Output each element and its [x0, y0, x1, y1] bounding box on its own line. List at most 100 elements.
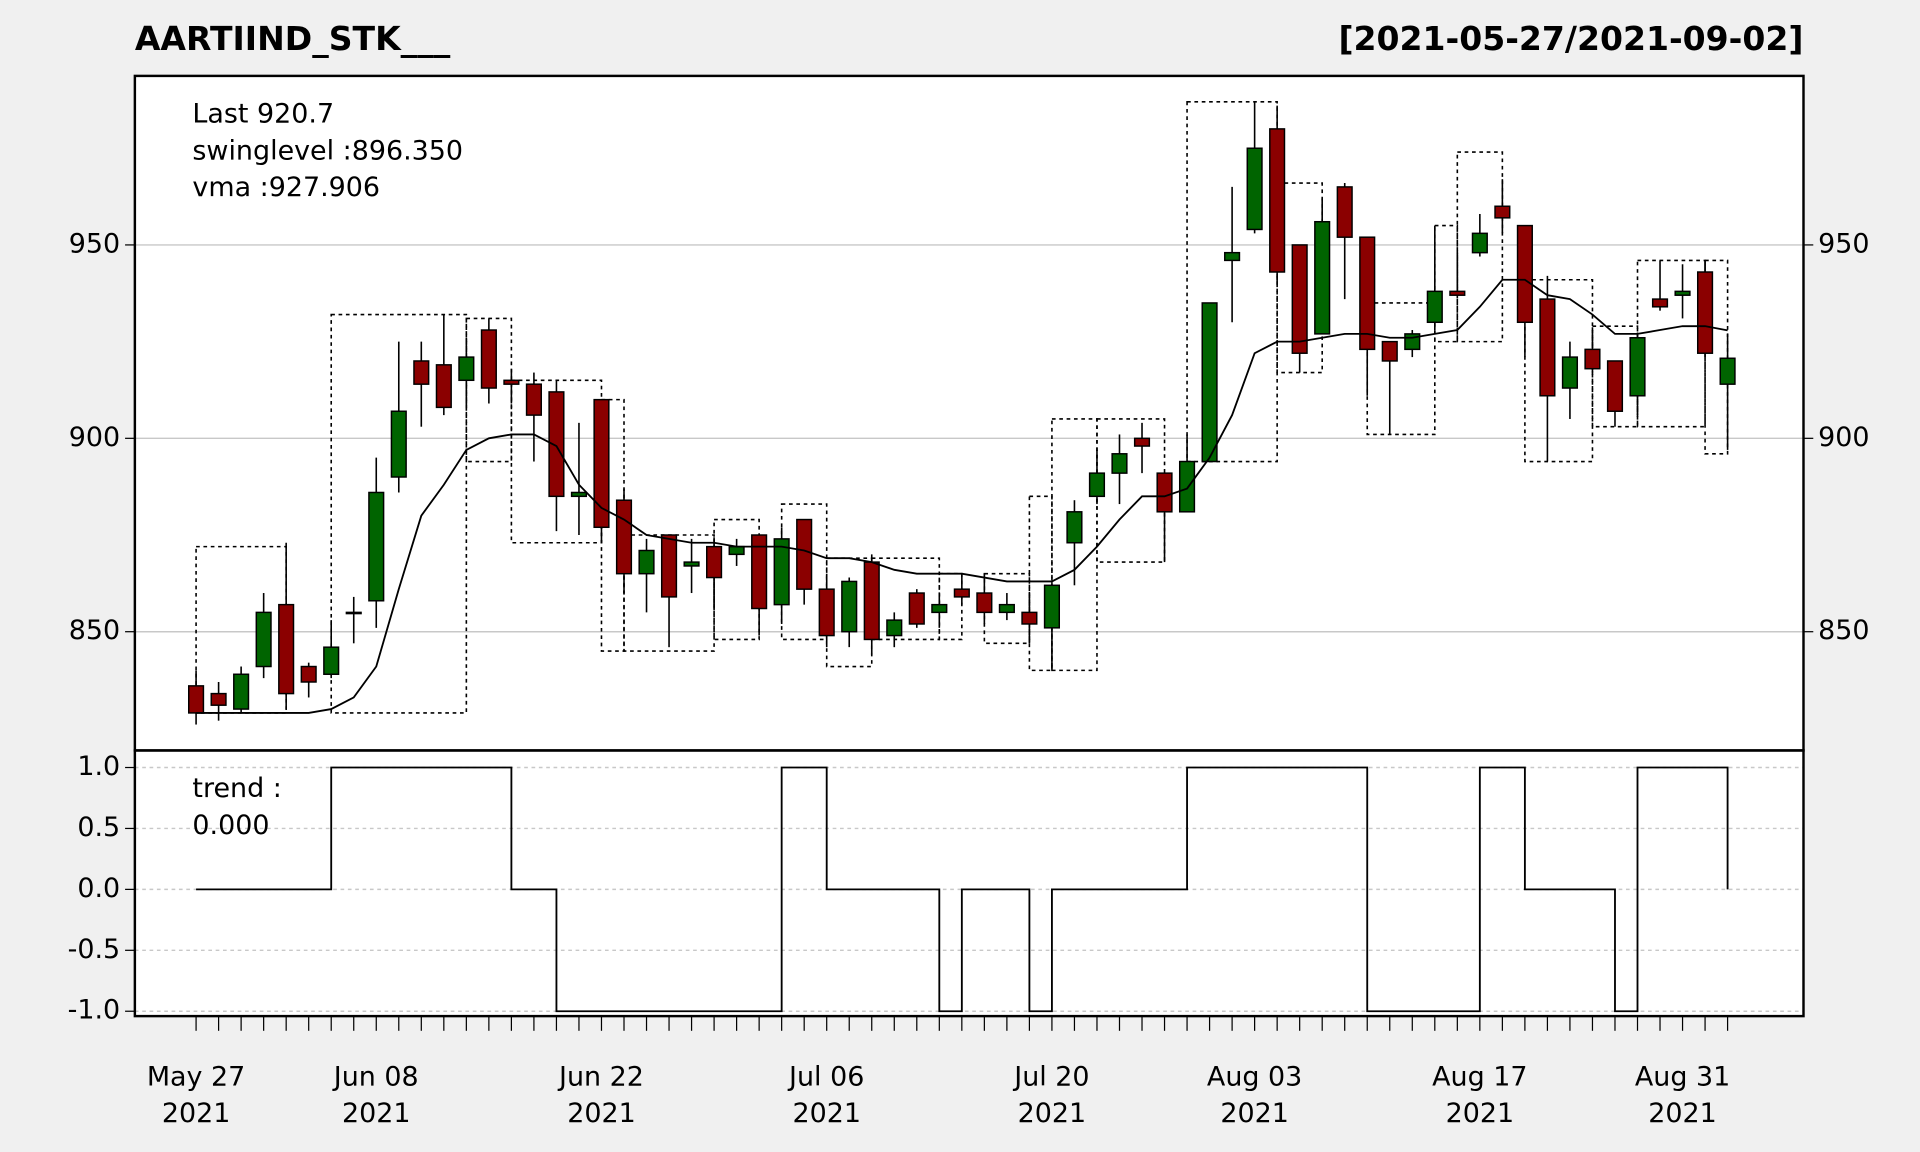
candle-body — [796, 518, 813, 590]
candle-body — [1606, 360, 1624, 412]
candle-body — [1674, 290, 1691, 296]
candle-body — [1269, 128, 1286, 273]
candle-body — [300, 665, 317, 683]
y-tick-label: 950 — [69, 228, 120, 259]
candle-body — [345, 611, 362, 615]
candle-body — [368, 491, 385, 602]
candle-body — [210, 692, 227, 706]
y-tick-label: 900 — [69, 422, 120, 453]
y-tick-label: 0.0 — [77, 873, 120, 904]
candle-body — [1651, 298, 1669, 308]
candle-body — [503, 379, 520, 385]
swing-box — [330, 313, 468, 714]
x-tick-label: Jun 22 2021 — [557, 1061, 644, 1129]
candle-body — [953, 588, 970, 598]
candle-body — [1719, 357, 1736, 385]
plot-layer — [134, 101, 1804, 1013]
candle-body — [638, 549, 655, 575]
candle-body — [1561, 356, 1579, 389]
trend-panel — [134, 750, 1804, 1017]
candle-body — [863, 561, 880, 641]
candle-body — [233, 673, 250, 710]
y-tick-label: 1.0 — [77, 751, 120, 782]
swing-box — [1456, 151, 1504, 343]
candle-body — [1156, 472, 1173, 513]
candle-body — [480, 329, 497, 389]
x-tick-label: Aug 03 2021 — [1207, 1061, 1302, 1129]
candle-body — [1133, 437, 1151, 447]
candle-body — [1426, 290, 1443, 324]
legend-text: Last 920.7 — [192, 99, 334, 130]
vma-line — [196, 278, 1728, 714]
candle-body — [525, 383, 542, 416]
candle-body — [1516, 224, 1533, 324]
candle-body — [976, 592, 993, 614]
candle-body — [1336, 186, 1353, 238]
candle-body — [1494, 205, 1511, 219]
candle-body — [1224, 251, 1241, 262]
candle-body — [1246, 147, 1263, 231]
y-tick-label: 850 — [69, 615, 120, 646]
swing-box — [1591, 325, 1639, 428]
candle-body — [1471, 232, 1488, 254]
candle-body — [751, 534, 768, 610]
candle-body — [1359, 236, 1376, 351]
candle-body — [323, 646, 340, 675]
y-tick-label: -1.0 — [68, 995, 121, 1026]
candle-body — [1066, 511, 1083, 544]
date-range: [2021-05-27/2021-09-02] — [1338, 19, 1803, 58]
x-tick-label: Aug 31 2021 — [1635, 1061, 1730, 1129]
y-tick-label: 900 — [1818, 422, 1869, 453]
candle-body — [886, 619, 903, 637]
y-tick-label: 950 — [1818, 228, 1869, 259]
legend-text: trend : — [192, 773, 281, 804]
candle-body — [818, 588, 835, 637]
y-tick-label: 850 — [1818, 615, 1869, 646]
swing-box — [780, 503, 828, 641]
candle-body — [1584, 348, 1601, 370]
candle-body — [683, 561, 700, 567]
candle-body — [278, 603, 295, 695]
candle-body — [1088, 472, 1106, 498]
candle-body — [413, 360, 430, 385]
candle-body — [773, 538, 790, 606]
candle-body — [435, 364, 452, 409]
candle-body — [1539, 298, 1556, 397]
x-tick-label: Jul 20 2021 — [1012, 1061, 1089, 1129]
swing-box — [1028, 495, 1053, 672]
candle-body — [931, 603, 948, 614]
candle-body — [1381, 340, 1398, 362]
legend-text: swinglevel :896.350 — [192, 135, 463, 166]
candle-body — [1449, 290, 1466, 296]
candle-body — [706, 545, 723, 579]
swing-box — [1434, 224, 1459, 343]
candle-body — [728, 545, 745, 556]
candle-body — [188, 685, 205, 714]
candle-body — [615, 499, 633, 575]
swing-box — [1186, 101, 1278, 463]
x-tick-label: May 27 2021 — [147, 1061, 245, 1129]
legend-text: vma :927.906 — [192, 172, 380, 203]
candle-body — [1291, 244, 1308, 354]
candle-body — [390, 410, 407, 478]
candle-body — [548, 391, 565, 498]
chart-title: AARTIIND_STK___ — [135, 19, 451, 58]
candle-body — [841, 580, 858, 633]
y-tick-label: -0.5 — [68, 934, 121, 965]
candle-body — [998, 603, 1015, 614]
candle-body — [660, 534, 678, 598]
candle-body — [1629, 337, 1646, 397]
candle-body — [1111, 453, 1128, 474]
x-tick-label: Jun 08 2021 — [332, 1061, 419, 1129]
legend-text: 0.000 — [192, 810, 269, 841]
price-panel — [134, 75, 1804, 751]
candle-body — [458, 356, 475, 382]
candle-body — [1021, 611, 1038, 625]
trend-step-line — [196, 766, 1729, 1013]
candle-body — [1314, 220, 1331, 335]
candle-body — [1043, 584, 1061, 629]
swing-box — [1096, 418, 1166, 563]
y-tick-label: 0.5 — [77, 812, 120, 843]
